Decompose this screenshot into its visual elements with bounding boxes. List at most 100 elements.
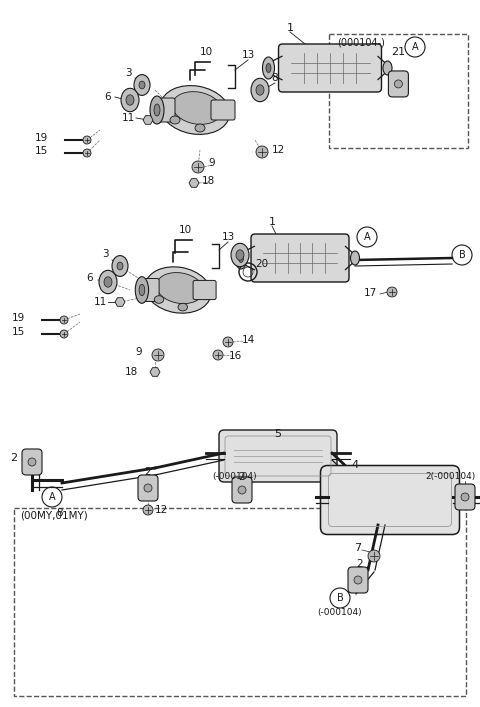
Ellipse shape (154, 104, 160, 116)
Circle shape (368, 550, 380, 562)
FancyBboxPatch shape (138, 475, 158, 501)
FancyBboxPatch shape (138, 279, 159, 301)
FancyBboxPatch shape (153, 98, 175, 122)
Text: 2: 2 (144, 467, 151, 477)
Circle shape (83, 136, 91, 144)
Ellipse shape (461, 493, 469, 501)
Text: 8: 8 (57, 508, 63, 518)
Text: 6: 6 (105, 92, 111, 102)
Text: (-000104): (-000104) (318, 607, 362, 617)
Ellipse shape (251, 78, 269, 102)
FancyBboxPatch shape (232, 477, 252, 503)
Text: 7: 7 (354, 543, 361, 553)
Ellipse shape (350, 251, 360, 265)
Ellipse shape (104, 277, 112, 287)
FancyBboxPatch shape (321, 465, 459, 534)
Text: 18: 18 (202, 176, 215, 186)
Text: 8: 8 (272, 73, 278, 83)
Text: 11: 11 (94, 297, 107, 307)
Ellipse shape (395, 80, 402, 88)
Text: 4: 4 (351, 460, 359, 470)
Text: 1: 1 (287, 23, 293, 33)
Text: 17: 17 (363, 288, 377, 298)
Circle shape (223, 337, 233, 347)
Text: 11: 11 (121, 113, 134, 123)
Ellipse shape (160, 86, 230, 134)
Ellipse shape (134, 75, 150, 95)
Text: 15: 15 (12, 327, 25, 337)
Text: 16: 16 (228, 351, 241, 361)
Circle shape (152, 349, 164, 361)
Ellipse shape (195, 124, 205, 132)
Bar (329, 34, 468, 148)
Circle shape (192, 161, 204, 173)
Text: (-000104): (-000104) (213, 472, 257, 481)
Ellipse shape (112, 256, 128, 276)
Text: (000104-): (000104-) (337, 38, 384, 48)
Ellipse shape (231, 243, 249, 267)
Text: (00MY,01MY): (00MY,01MY) (20, 510, 88, 520)
Ellipse shape (178, 303, 188, 311)
Circle shape (83, 149, 91, 157)
Ellipse shape (383, 61, 392, 75)
Ellipse shape (126, 95, 134, 105)
Text: 13: 13 (221, 232, 235, 242)
Ellipse shape (121, 88, 139, 112)
FancyBboxPatch shape (251, 234, 349, 282)
Text: 12: 12 (155, 505, 168, 515)
Circle shape (213, 350, 223, 360)
Text: 21: 21 (391, 47, 406, 57)
Ellipse shape (354, 576, 362, 584)
Bar (14, 508, 466, 696)
Circle shape (60, 330, 68, 338)
Ellipse shape (256, 85, 264, 95)
Ellipse shape (263, 57, 275, 79)
Ellipse shape (235, 247, 247, 269)
FancyBboxPatch shape (455, 484, 475, 510)
Ellipse shape (156, 273, 204, 303)
Text: B: B (458, 250, 466, 260)
Ellipse shape (150, 96, 164, 124)
Ellipse shape (144, 484, 152, 492)
Ellipse shape (139, 284, 145, 296)
Text: 19: 19 (35, 133, 48, 143)
Text: 9: 9 (135, 347, 142, 357)
Circle shape (256, 146, 268, 158)
Text: 3: 3 (102, 249, 108, 259)
FancyBboxPatch shape (219, 430, 337, 482)
Ellipse shape (172, 92, 222, 124)
Text: 3: 3 (125, 68, 132, 78)
Text: A: A (48, 492, 55, 502)
Text: 1: 1 (268, 217, 276, 227)
Ellipse shape (170, 116, 180, 124)
Ellipse shape (266, 64, 271, 73)
Text: 2: 2 (11, 453, 18, 463)
FancyBboxPatch shape (278, 44, 382, 92)
Circle shape (60, 316, 68, 324)
Text: 14: 14 (241, 335, 254, 345)
Text: 2: 2 (357, 559, 363, 569)
Ellipse shape (28, 458, 36, 466)
Text: 2: 2 (239, 472, 245, 482)
Text: 12: 12 (271, 145, 285, 155)
FancyBboxPatch shape (348, 567, 368, 593)
Ellipse shape (139, 81, 145, 89)
Text: 5: 5 (275, 429, 281, 439)
Ellipse shape (154, 296, 164, 303)
Text: A: A (364, 232, 370, 242)
Text: 18: 18 (125, 367, 138, 377)
Text: 6: 6 (87, 273, 93, 283)
Text: 10: 10 (179, 225, 192, 235)
Ellipse shape (239, 254, 243, 262)
FancyBboxPatch shape (211, 100, 235, 120)
Text: 2(-000104): 2(-000104) (425, 472, 475, 481)
Text: B: B (336, 593, 343, 603)
Text: A: A (412, 42, 418, 52)
Text: 13: 13 (241, 50, 254, 60)
Circle shape (387, 287, 397, 297)
Ellipse shape (117, 262, 123, 270)
Ellipse shape (145, 267, 211, 313)
FancyBboxPatch shape (193, 281, 216, 300)
FancyBboxPatch shape (22, 449, 42, 475)
Ellipse shape (99, 270, 117, 293)
